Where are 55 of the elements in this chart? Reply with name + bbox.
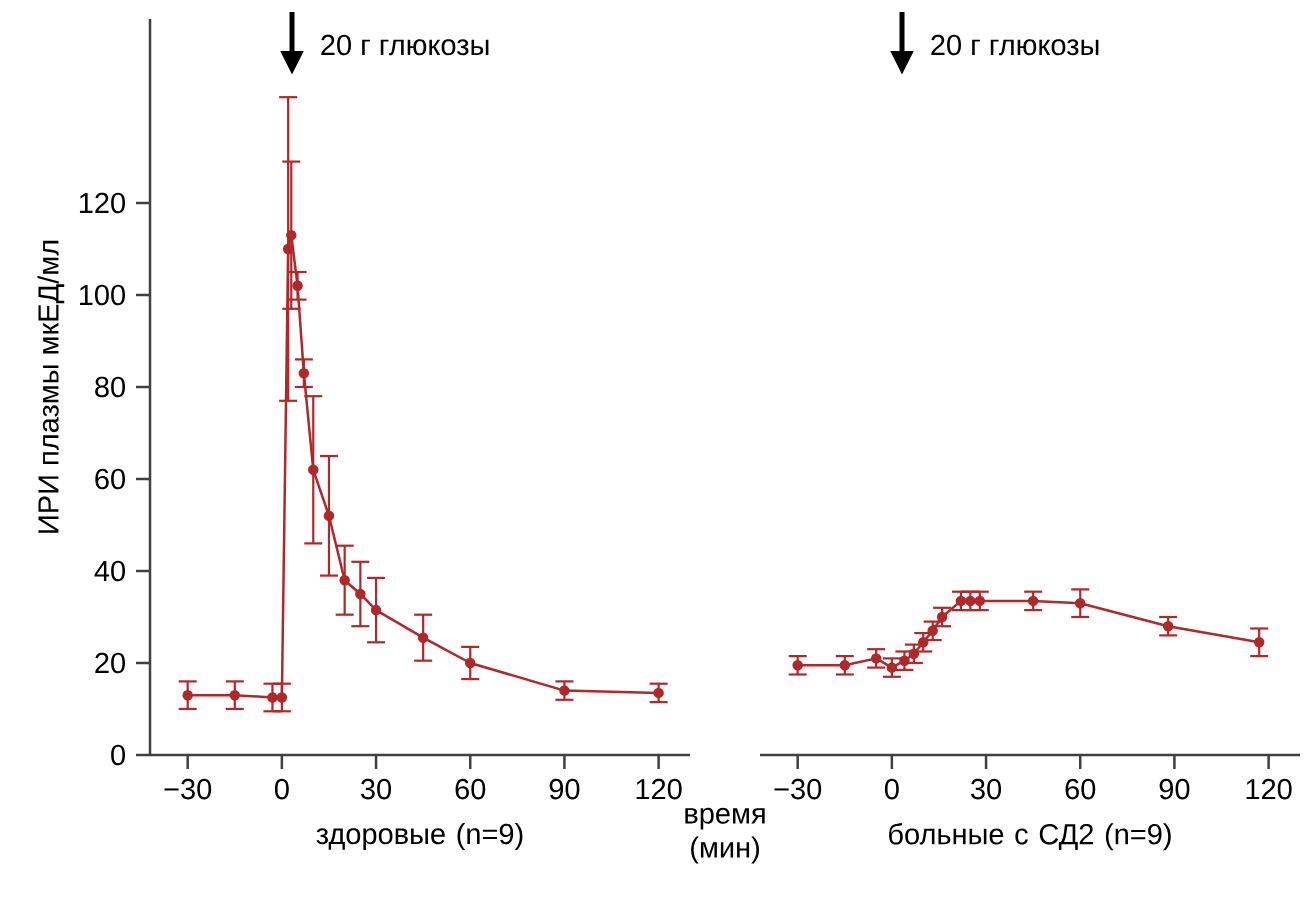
y-tick-label: 0 <box>111 744 125 766</box>
point <box>286 229 297 241</box>
point <box>339 574 350 586</box>
x-tick-label: 0 <box>884 778 899 800</box>
x-tick-label: 90 <box>549 778 580 800</box>
annotation: 20 г глюкозы <box>321 34 489 56</box>
point <box>229 689 241 701</box>
y-axis-title: ИРИ плазмы мкЕД/мл <box>37 240 65 533</box>
text: время (мин) <box>685 807 765 864</box>
point <box>298 367 310 379</box>
point <box>355 588 366 600</box>
x-tick-label: 30 <box>971 778 1002 800</box>
point <box>559 685 570 696</box>
y-tick-label: 60 <box>95 468 125 490</box>
point <box>308 464 319 476</box>
x-tick-label: 0 <box>274 778 289 800</box>
point <box>464 657 476 669</box>
point <box>839 660 851 671</box>
point <box>936 611 948 623</box>
y-tick-label: 120 <box>79 192 125 214</box>
point <box>1162 620 1174 632</box>
point <box>370 604 382 616</box>
x-tick-label: −30 <box>164 778 212 800</box>
point <box>918 637 929 648</box>
x-tick-label: 60 <box>1065 778 1096 800</box>
y-tick-label: 100 <box>79 284 125 306</box>
point <box>276 692 288 703</box>
point <box>886 662 898 673</box>
point <box>292 280 303 292</box>
point <box>974 595 986 607</box>
point <box>417 632 429 643</box>
point <box>870 653 882 664</box>
x-tick-label: 30 <box>361 778 392 800</box>
x-tick-label: 120 <box>1246 778 1292 800</box>
point <box>267 692 278 703</box>
x-tick-label: 60 <box>455 778 486 800</box>
point <box>965 595 976 607</box>
x-tick-label: 90 <box>1159 778 1190 800</box>
x-axis-title: больные с СД2 (n=9) <box>889 822 1171 851</box>
point <box>182 689 193 701</box>
point <box>955 595 967 607</box>
x-tick-label: 120 <box>636 778 682 800</box>
point <box>653 687 664 699</box>
point <box>1027 595 1039 607</box>
x-tick-label: −30 <box>774 778 822 800</box>
x-axis-title: здоровые (n=9) <box>316 822 523 850</box>
y-tick-label: 20 <box>95 652 125 674</box>
point <box>792 660 803 671</box>
text: 20 г глюкозы <box>931 34 1099 56</box>
y-tick-label: 40 <box>94 560 125 582</box>
point <box>899 655 910 666</box>
point <box>323 510 335 522</box>
y-tick-label: 80 <box>95 376 125 398</box>
point <box>1253 637 1265 648</box>
point <box>1074 597 1086 609</box>
